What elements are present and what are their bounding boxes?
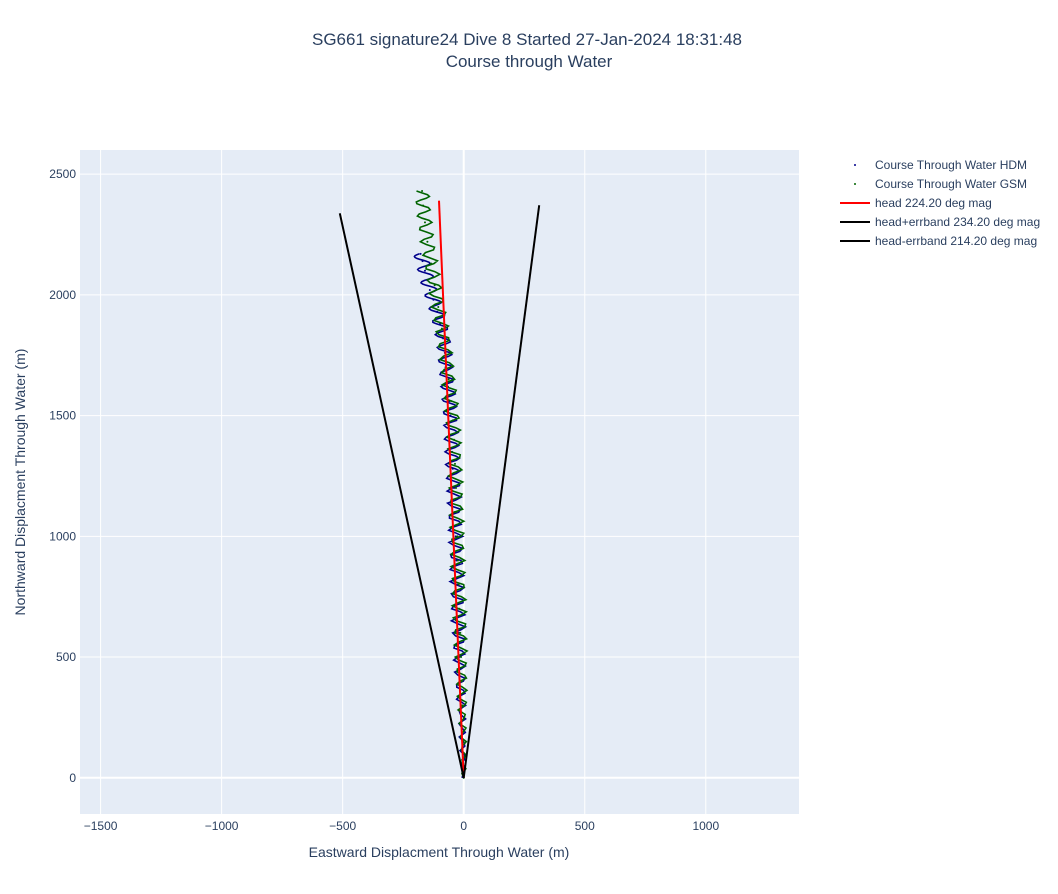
series-point-1 — [426, 240, 429, 243]
series-track-0 — [413, 253, 468, 779]
series-point-0 — [436, 310, 439, 313]
series-point-1 — [437, 305, 440, 308]
chart-subtitle: Course through Water — [446, 52, 613, 71]
series-point-1 — [451, 419, 454, 422]
series-point-1 — [458, 607, 461, 610]
series-point-0 — [455, 559, 458, 562]
series-point-1 — [453, 462, 456, 465]
series-point-1 — [454, 487, 457, 490]
series-point-1 — [440, 327, 443, 330]
series-line-4 — [462, 205, 541, 778]
y-tick-label: 1000 — [49, 529, 76, 543]
y-tick-labels: 0 500 1000 1500 2000 2500 — [49, 167, 76, 785]
legend-label[interactable]: head+errband 234.20 deg mag — [875, 215, 1040, 229]
x-tick-label: −1000 — [205, 819, 239, 833]
x-tick-label: 500 — [575, 819, 595, 833]
x-tick-label: −500 — [329, 819, 356, 833]
series-line-3 — [338, 213, 465, 779]
legend-marker — [854, 183, 856, 185]
series-point-1 — [460, 680, 463, 683]
series-point-1 — [447, 378, 450, 381]
y-tick-label: 0 — [69, 771, 76, 785]
grid-lines — [80, 150, 799, 814]
legend: Course Through Water HDM Course Through W… — [840, 158, 1040, 248]
series-point-1 — [457, 583, 460, 586]
legend-label[interactable]: Course Through Water HDM — [875, 158, 1027, 172]
series-point-1 — [453, 438, 456, 441]
series-line-2 — [438, 200, 465, 778]
y-tick-label: 2500 — [49, 167, 76, 181]
series-point-1 — [456, 559, 459, 562]
series-point-1 — [461, 704, 464, 707]
series-point-0 — [432, 298, 435, 301]
series-point-1 — [450, 400, 453, 403]
series-point-1 — [423, 221, 426, 224]
y-tick-label: 2000 — [49, 288, 76, 302]
series-point-1 — [433, 284, 436, 287]
series-point-0 — [453, 487, 456, 490]
chart-title: SG661 signature24 Dive 8 Started 27-Jan-… — [312, 30, 742, 49]
y-tick-label: 500 — [56, 650, 76, 664]
series-point-1 — [421, 190, 424, 193]
series-point-0 — [419, 252, 422, 255]
legend-label[interactable]: head-errband 214.20 deg mag — [875, 234, 1037, 248]
series-point-0 — [451, 467, 454, 470]
series-point-1 — [460, 656, 463, 659]
legend-marker — [854, 164, 856, 166]
x-tick-labels: −1500 −1000 −500 0 500 1000 — [84, 819, 720, 833]
x-tick-label: 1000 — [692, 819, 719, 833]
y-axis-title: Northward Displacment Through Water (m) — [12, 349, 28, 616]
series-point-1 — [430, 262, 433, 265]
x-tick-label: −1500 — [84, 819, 118, 833]
series-point-1 — [455, 511, 458, 514]
series-point-0 — [442, 337, 445, 340]
series-point-0 — [421, 260, 424, 263]
series-point-0 — [423, 269, 426, 272]
legend-label[interactable]: Course Through Water GSM — [875, 177, 1027, 191]
y-tick-label: 1500 — [49, 409, 76, 423]
series-point-1 — [459, 631, 462, 634]
series-point-1 — [422, 204, 425, 207]
series-point-0 — [454, 535, 457, 538]
plot-area[interactable] — [80, 150, 799, 814]
series-point-0 — [428, 289, 431, 292]
x-tick-label: 0 — [460, 819, 467, 833]
series-track-1 — [415, 190, 469, 779]
series-point-0 — [449, 414, 452, 417]
traces — [338, 190, 541, 779]
series-point-1 — [456, 535, 459, 538]
x-axis-title: Eastward Displacment Through Water (m) — [309, 844, 570, 860]
series-point-0 — [456, 583, 459, 586]
legend-label[interactable]: head 224.20 deg mag — [875, 196, 992, 210]
